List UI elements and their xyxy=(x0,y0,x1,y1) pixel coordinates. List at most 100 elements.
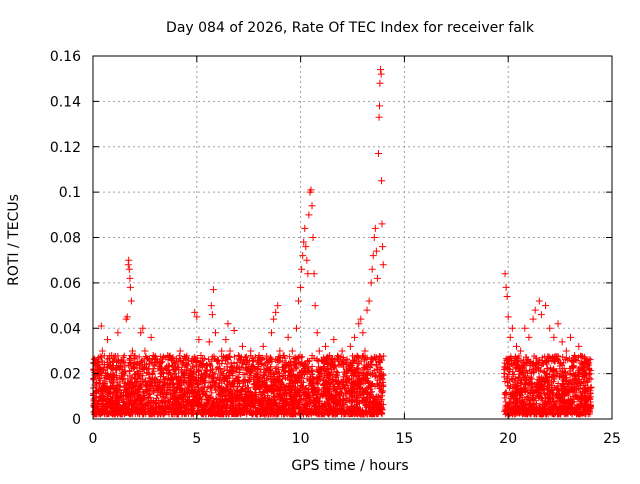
data-point xyxy=(270,315,278,323)
chart-title: Day 084 of 2026, Rate Of TEC Index for r… xyxy=(166,20,535,36)
data-point xyxy=(104,336,112,344)
noise-point xyxy=(361,362,368,369)
noise-point xyxy=(269,388,276,395)
noise-point xyxy=(569,389,576,396)
noise-point xyxy=(109,411,116,418)
noise-point xyxy=(560,378,567,384)
noise-point xyxy=(258,391,265,398)
data-point xyxy=(375,102,383,110)
noise-point xyxy=(324,385,331,392)
noise-point xyxy=(299,353,306,360)
noise-point xyxy=(165,363,172,370)
noise-point xyxy=(505,402,512,409)
noise-point xyxy=(164,381,171,388)
noise-point xyxy=(308,406,315,413)
noise-point xyxy=(310,384,317,391)
noise-point xyxy=(258,360,265,367)
noise-point xyxy=(280,399,287,406)
y-tick-label: 0.1 xyxy=(59,185,81,201)
noise-point xyxy=(560,359,567,366)
data-point xyxy=(208,311,216,319)
noise-point xyxy=(176,382,183,389)
noise-point xyxy=(297,396,304,403)
noise-point xyxy=(107,383,114,390)
noise-point xyxy=(250,381,257,388)
noise-point xyxy=(274,356,281,363)
noise-point xyxy=(267,401,274,408)
data-point xyxy=(504,313,512,321)
noise-point xyxy=(294,355,301,362)
noise-point xyxy=(169,354,176,361)
noise-point xyxy=(171,359,178,366)
noise-point xyxy=(146,360,153,367)
data-point xyxy=(310,270,318,278)
noise-point xyxy=(130,402,137,409)
noise-point xyxy=(357,406,364,413)
data-point xyxy=(542,302,550,310)
noise-point xyxy=(108,400,115,407)
data-point xyxy=(243,361,251,369)
noise-point xyxy=(214,358,221,365)
noise-point xyxy=(365,360,372,367)
data-point xyxy=(368,265,376,273)
noise-point xyxy=(346,366,353,373)
data-point xyxy=(276,347,284,355)
noise-point xyxy=(281,368,288,375)
noise-point xyxy=(548,401,555,408)
data-point xyxy=(288,347,296,355)
noise-point xyxy=(230,406,237,413)
noise-point xyxy=(275,369,282,376)
noise-point xyxy=(285,409,292,416)
data-point xyxy=(123,313,131,321)
noise-point xyxy=(139,357,146,364)
noise-point xyxy=(519,365,526,372)
data-point xyxy=(118,356,126,364)
noise-point xyxy=(372,383,379,390)
noise-point xyxy=(196,361,203,368)
noise-point xyxy=(337,361,344,368)
noise-point xyxy=(574,381,581,388)
noise-point xyxy=(243,391,250,398)
noise-point xyxy=(554,386,561,393)
noise-point xyxy=(113,398,120,405)
data-point xyxy=(529,315,537,323)
noise-point xyxy=(218,378,225,385)
noise-point xyxy=(326,375,333,382)
noise-point xyxy=(522,411,529,418)
noise-point xyxy=(369,372,376,379)
noise-point xyxy=(202,392,209,399)
data-point xyxy=(268,329,276,337)
data-point xyxy=(562,347,570,355)
noise-point xyxy=(265,370,272,377)
noise-point xyxy=(205,356,212,363)
noise-point xyxy=(103,396,110,403)
noise-point xyxy=(218,403,225,410)
noise-point xyxy=(544,399,551,406)
data-point xyxy=(379,243,387,251)
noise-point xyxy=(138,394,145,401)
noise-point xyxy=(554,356,561,363)
noise-point xyxy=(536,392,543,399)
data-point xyxy=(238,342,246,350)
noise-point xyxy=(240,396,247,403)
data-point xyxy=(143,381,151,389)
noise-point xyxy=(288,380,295,387)
noise-point xyxy=(175,406,182,413)
noise-point xyxy=(274,357,281,364)
noise-point xyxy=(247,389,254,396)
noise-point xyxy=(174,379,181,386)
noise-point xyxy=(347,389,354,396)
data-point xyxy=(508,324,516,332)
noise-point xyxy=(109,358,116,365)
noise-point xyxy=(203,361,210,368)
data-point xyxy=(317,356,325,364)
noise-point xyxy=(586,366,593,373)
noise-point xyxy=(186,372,193,379)
noise-point xyxy=(179,374,186,381)
noise-point xyxy=(360,388,367,395)
noise-point xyxy=(181,404,188,411)
noise-point xyxy=(267,410,274,417)
data-point xyxy=(374,150,382,158)
data-point xyxy=(145,365,153,373)
data-point xyxy=(513,342,521,350)
